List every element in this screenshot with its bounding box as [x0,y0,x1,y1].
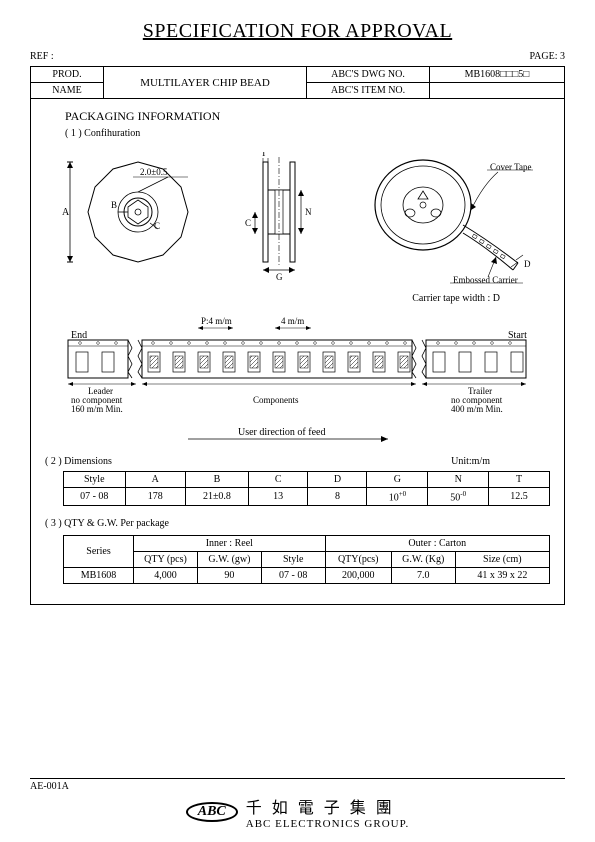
svg-text:C: C [154,221,160,231]
embossed-label: Embossed Carrier [453,275,518,285]
svg-text:C: C [245,218,251,228]
ref-label: REF : [30,51,54,62]
header-table: PROD. MULTILAYER CHIP BEAD ABC'S DWG NO.… [30,66,565,99]
svg-text:User direction of feed: User direction of feed [238,427,325,438]
svg-text:T: T [261,152,267,158]
hub-dim: 2.0±0.5 [140,167,168,177]
product-name: MULTILAYER CHIP BEAD [104,67,307,99]
abc-logo: ABC [186,802,238,822]
item-label: ABC'S ITEM NO. [307,83,430,99]
svg-text:D: D [524,259,531,269]
cover-tape-label: Cover Tape [490,162,531,172]
dimensions-unit: Unit:m/m [451,456,490,467]
qty-table: Series Inner : Reel Outer : Carton QTY (… [63,535,550,584]
reel-diagrams: A B C 2.0±0.5 [45,147,550,287]
svg-text:N: N [305,207,312,217]
dimensions-sub: ( 2 ) Dimensions [45,456,112,467]
reel-front-diagram: A B C 2.0±0.5 [58,152,208,282]
tape-start-label: Start [508,330,527,341]
tape-strip-diagram: End Start P:4 m/m 4 m/m [45,314,550,417]
reel-side-diagram: T N C G [233,152,333,282]
prod-label-2: NAME [31,83,104,99]
svg-text:4 m/m: 4 m/m [281,316,304,326]
dim-a-label: A [62,207,70,218]
qty-sub: ( 3 ) QTY & G.W. Per package [45,518,550,529]
reel-tape-diagram: Cover Tape Embossed Carrier D [358,147,538,287]
prod-label-1: PROD. [31,67,104,83]
svg-text:G: G [276,272,283,282]
carrier-width-label: Carrier tape width : D [45,293,550,304]
footer: AE-001A ABC 千 如 電 子 集 團 ABC ELECTRONICS … [30,778,565,830]
svg-text:B: B [111,200,117,210]
footer-code: AE-001A [30,778,565,792]
packaging-title: PACKAGING INFORMATION [65,109,550,124]
dimensions-table: Style A B C D G N T 07 - 08 178 21±0.8 1… [63,471,550,506]
item-value [430,83,565,99]
trailer-3: 400 m/m Min. [451,404,503,414]
config-sub: ( 1 ) Confihuration [65,128,550,139]
company-chinese: 千 如 電 子 集 團 [246,794,410,818]
components-label: Components [253,395,299,405]
page-number: PAGE: 3 [530,51,565,62]
feed-direction: User direction of feed [45,427,550,446]
company-english: ABC ELECTRONICS GROUP. [246,818,410,830]
dwg-label: ABC'S DWG NO. [307,67,430,83]
page-title: SPECIFICATION FOR APPROVAL [30,20,565,43]
leader-3: 160 m/m Min. [71,404,123,414]
tape-end-label: End [71,330,87,341]
dwg-value: MB1608□□□5□ [430,67,565,83]
tape-p-label: P:4 m/m [201,316,232,326]
